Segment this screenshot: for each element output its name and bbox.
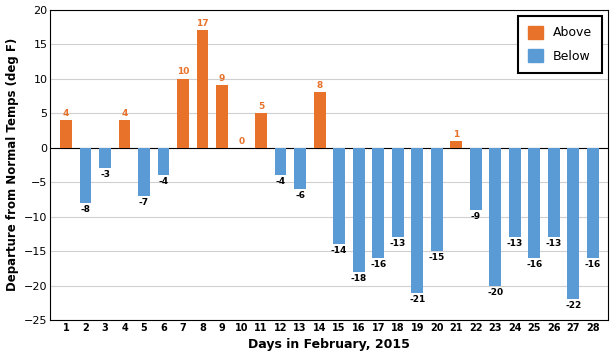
Bar (567, 147, 579, 300)
X-axis label: Days in February, 2015: Days in February, 2015 (249, 338, 410, 351)
Text: -6: -6 (295, 191, 305, 200)
Text: -13: -13 (507, 239, 523, 248)
Text: -18: -18 (351, 274, 367, 283)
Bar (353, 147, 365, 272)
Text: 10: 10 (177, 67, 189, 76)
Bar (431, 147, 443, 251)
Text: -3: -3 (100, 170, 110, 179)
Bar (314, 92, 325, 147)
Text: -13: -13 (546, 239, 562, 248)
Text: -7: -7 (139, 198, 149, 207)
Bar (138, 147, 150, 196)
Text: 4: 4 (122, 109, 128, 118)
Text: -4: -4 (158, 177, 169, 186)
Text: 17: 17 (196, 19, 209, 28)
Text: -22: -22 (565, 301, 581, 311)
Bar (80, 147, 91, 203)
Bar (451, 141, 462, 147)
Bar (411, 147, 423, 292)
Text: 1: 1 (453, 130, 459, 139)
Bar (489, 147, 501, 286)
Bar (275, 147, 287, 175)
Text: 8: 8 (317, 81, 323, 90)
Bar (196, 30, 208, 147)
Y-axis label: Departure from Normal Temps (deg F): Departure from Normal Temps (deg F) (6, 38, 18, 291)
Text: 4: 4 (63, 109, 69, 118)
Text: -20: -20 (488, 288, 503, 297)
Bar (587, 147, 599, 258)
Text: -14: -14 (331, 246, 348, 255)
Bar (333, 147, 345, 244)
Bar (548, 147, 560, 237)
Bar (529, 147, 540, 258)
Bar (119, 120, 130, 147)
Text: -21: -21 (409, 295, 426, 303)
Bar (255, 113, 267, 147)
Bar (158, 147, 169, 175)
Text: -16: -16 (526, 260, 542, 269)
Text: -13: -13 (390, 239, 406, 248)
Text: -8: -8 (80, 205, 90, 214)
Bar (470, 147, 481, 210)
Bar (177, 79, 189, 147)
Text: -4: -4 (276, 177, 286, 186)
Bar (99, 147, 111, 168)
Text: 5: 5 (258, 102, 264, 111)
Text: 9: 9 (219, 74, 225, 84)
Text: -15: -15 (429, 253, 445, 262)
Text: -16: -16 (370, 260, 386, 269)
Bar (216, 85, 228, 147)
Bar (392, 147, 403, 237)
Text: 0: 0 (239, 136, 244, 146)
Bar (294, 147, 306, 189)
Bar (60, 120, 72, 147)
Bar (509, 147, 521, 237)
Bar (372, 147, 384, 258)
Text: -9: -9 (471, 212, 481, 221)
Text: -16: -16 (585, 260, 601, 269)
Legend: Above, Below: Above, Below (518, 16, 602, 73)
